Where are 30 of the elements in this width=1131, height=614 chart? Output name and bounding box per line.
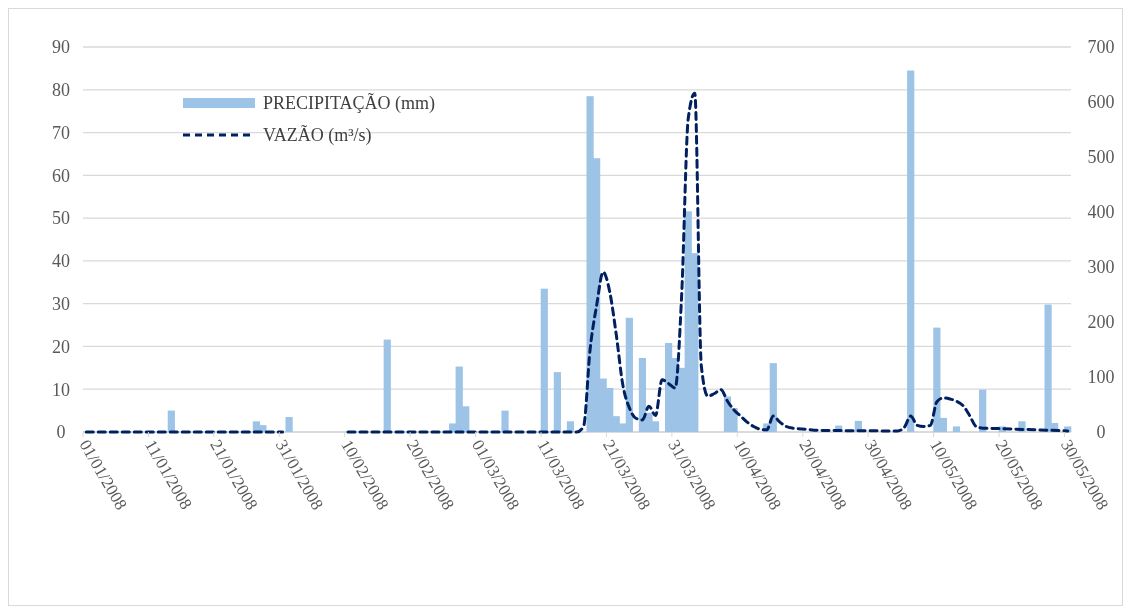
bar xyxy=(952,426,961,432)
y-tick-label: 30 xyxy=(52,293,70,314)
y-tick-label: 40 xyxy=(52,251,70,272)
legend-label: PRECIPITAÇÃO (mm) xyxy=(263,92,436,115)
y-tick-label: 60 xyxy=(52,165,70,186)
legend-label: VAZÃO (m³/s) xyxy=(263,124,372,147)
y-tick-label: 90 xyxy=(52,37,70,58)
bar xyxy=(383,339,391,432)
y-tick-label: 70 xyxy=(52,122,70,143)
y-tick-label: 50 xyxy=(52,208,70,229)
y2-tick-label: 100 xyxy=(1087,367,1115,388)
bar xyxy=(907,70,915,432)
y2-tick-label: 0 xyxy=(1096,422,1106,443)
y2-tick-label: 600 xyxy=(1087,92,1115,113)
y2-tick-label: 700 xyxy=(1087,37,1115,58)
y-tick-label: 0 xyxy=(56,422,66,443)
y2-tick-label: 300 xyxy=(1087,257,1115,278)
bar xyxy=(167,410,175,432)
y-tick-label: 80 xyxy=(52,80,70,101)
y2-tick-label: 400 xyxy=(1087,202,1115,223)
bar xyxy=(501,410,509,432)
y-tick-label: 10 xyxy=(52,379,70,400)
bar xyxy=(553,372,561,432)
y2-tick-label: 500 xyxy=(1087,147,1115,168)
bar xyxy=(979,389,987,432)
bar xyxy=(566,421,575,432)
bar xyxy=(285,417,293,432)
y2-tick-label: 200 xyxy=(1087,312,1115,333)
bar xyxy=(540,288,548,432)
y-tick-label: 20 xyxy=(52,336,70,357)
